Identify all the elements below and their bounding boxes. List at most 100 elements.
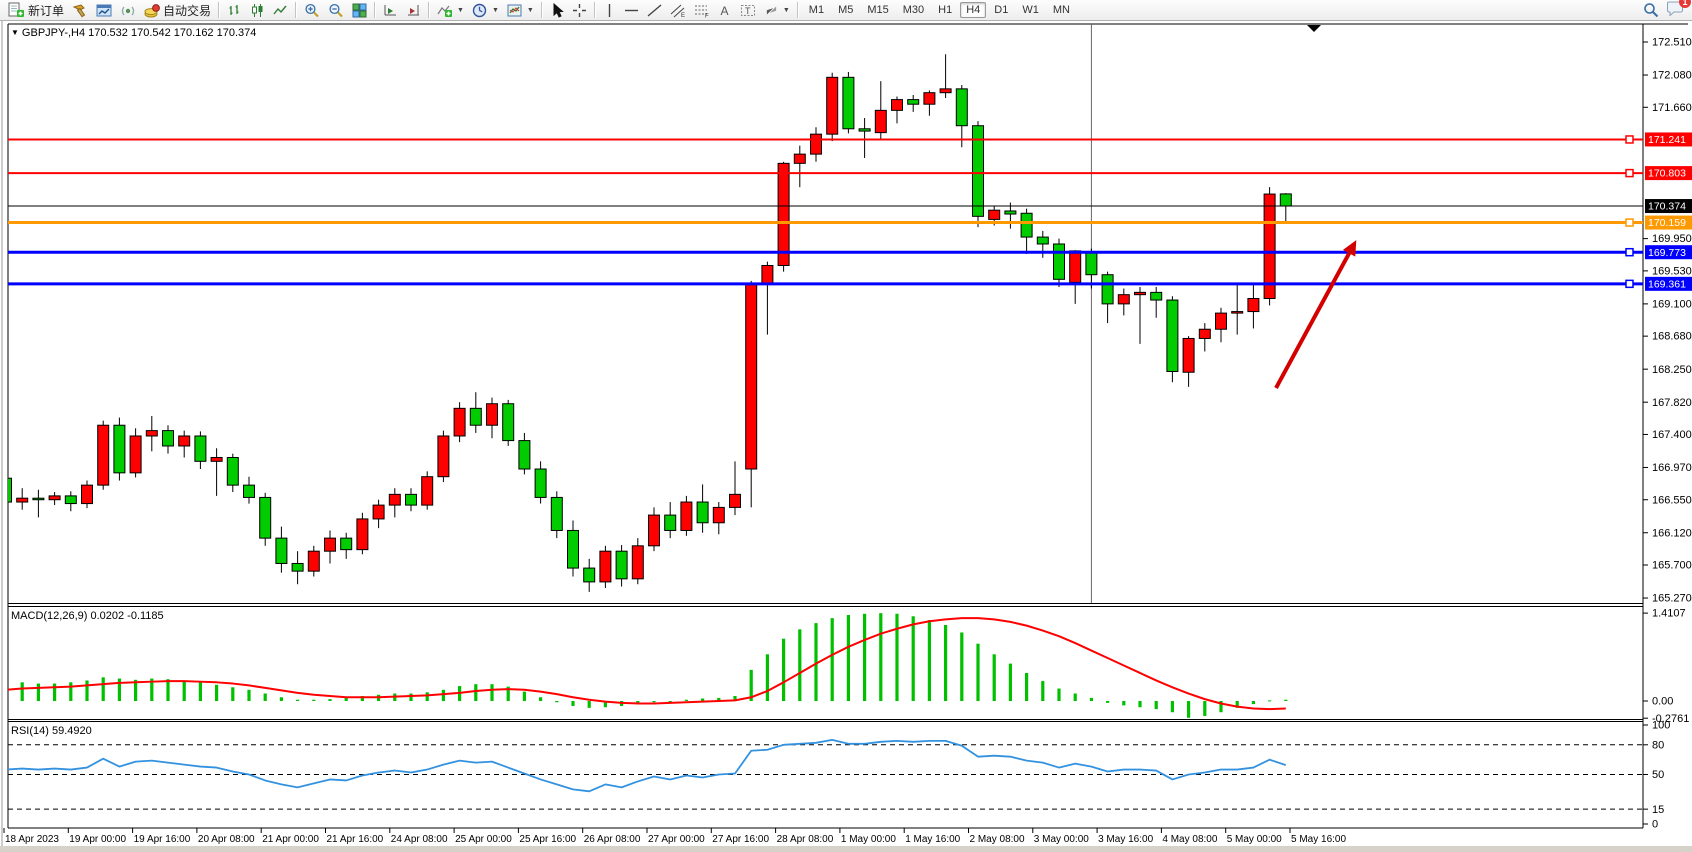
time-axis-label: 27 Apr 16:00 [712, 834, 769, 845]
line-drag-handle[interactable] [1625, 247, 1634, 257]
candle-bearish [696, 501, 709, 524]
macd-histogram-bar [328, 699, 332, 701]
timeframe-w1-button[interactable]: W1 [1022, 4, 1039, 16]
horizontal-line-button[interactable] [620, 1, 643, 20]
crosshair-button[interactable] [568, 1, 591, 20]
text-label-button[interactable]: T [736, 1, 760, 20]
trendline-button[interactable] [643, 1, 666, 20]
chevron-down-icon: ▼ [526, 6, 534, 14]
macd-histogram-bar [960, 632, 964, 701]
time-axis-label: 1 May 00:00 [841, 834, 896, 845]
fibonacci-icon: F [694, 5, 709, 18]
macd-histogram-bar [830, 618, 834, 701]
macd-histogram-bar [1170, 701, 1174, 713]
line-drag-handle[interactable] [1625, 168, 1634, 178]
window-bottom-edge [0, 846, 1692, 852]
price-axis-tick-label: 169.530 [1652, 265, 1692, 277]
text-button[interactable]: A [714, 1, 736, 20]
toolbar-separator [593, 2, 596, 18]
vertical-line-button[interactable] [599, 1, 620, 20]
timeframe-mn-button[interactable]: MN [1052, 4, 1070, 16]
timeframe-m30-button[interactable]: M30 [902, 4, 925, 16]
tile-windows-button[interactable] [348, 1, 371, 20]
periods-button[interactable]: ▼ [468, 1, 503, 20]
auto-scroll-button[interactable] [402, 1, 425, 20]
toolbar-separator [540, 2, 543, 18]
line-drag-handle[interactable] [1625, 279, 1634, 289]
templates-button[interactable]: ▼ [503, 1, 538, 20]
timeframe-m5-button[interactable]: M5 [838, 4, 854, 16]
clock-icon [472, 3, 487, 17]
hammer-icon [72, 3, 86, 17]
macd-axis-tick-label: 0.00 [1652, 696, 1673, 708]
chart-title[interactable]: ▼ GBPJPY-,H4 170.532 170.542 170.162 170.… [11, 27, 256, 39]
candle-bullish [1198, 328, 1211, 339]
indicators-button[interactable]: ▼ [433, 1, 468, 20]
timeframe-h4-button[interactable]: H4 [960, 2, 987, 18]
timeframe-m15-button[interactable]: M15 [867, 4, 889, 16]
line-drag-handle[interactable] [1625, 218, 1634, 227]
new-order-button[interactable]: 新订单 [4, 1, 68, 20]
macd-histogram-bar [312, 699, 316, 701]
timeframe-m1-button[interactable]: M1 [808, 4, 825, 16]
time-axis-label: 5 May 16:00 [1291, 834, 1346, 845]
arrows-button[interactable]: ▼ [760, 1, 794, 20]
line-drag-handle[interactable] [1625, 135, 1634, 144]
candle-bullish [745, 283, 758, 470]
trend-arrow-line[interactable] [1274, 252, 1351, 389]
auto-trading-button[interactable]: 自动交易 [140, 1, 215, 20]
line-chart-button[interactable] [269, 1, 292, 20]
auto-trading-label: 自动交易 [163, 3, 212, 18]
zoom-in-button[interactable] [300, 1, 324, 20]
notifications-button[interactable]: 1 [1667, 0, 1691, 21]
candlestick-button[interactable] [246, 1, 269, 20]
chart-window-button[interactable] [92, 1, 116, 20]
symbol-dropdown-icon[interactable]: ▼ [11, 28, 19, 37]
candle-bullish [129, 435, 142, 474]
macd-histogram-bar [1057, 688, 1061, 701]
candle-bullish [1117, 294, 1130, 305]
macd-histogram-bar [1284, 699, 1288, 701]
fibonacci-button[interactable]: F [690, 1, 714, 20]
candle-bullish [631, 545, 644, 580]
timeframe-d1-button[interactable]: D1 [994, 4, 1009, 16]
macd-histogram-bar [296, 699, 300, 701]
equidistant-channel-button[interactable]: E [666, 1, 690, 20]
chart-window-icon [96, 4, 112, 16]
macd-histogram-bar [20, 682, 24, 701]
toolbar-separator [218, 2, 221, 18]
candle-bullish [453, 407, 466, 437]
zoom-out-button[interactable] [324, 1, 348, 20]
candle-bearish [469, 407, 482, 426]
main-toolbar: 新订单 自动交易 [0, 0, 1692, 21]
macd-histogram-bar [1268, 700, 1272, 702]
bar-chart-button[interactable] [223, 1, 246, 20]
chart-shift-button[interactable] [379, 1, 402, 20]
current-price-tag [1645, 199, 1692, 214]
tools-button[interactable] [68, 1, 92, 20]
macd-histogram-bar [69, 682, 73, 701]
trend-arrow-head[interactable] [1342, 240, 1357, 257]
horizontal-line-icon [624, 9, 638, 11]
candle-bullish [793, 153, 806, 164]
price-axis-tick-label: 165.270 [1652, 593, 1692, 605]
price-axis-tick-label: 167.820 [1652, 397, 1692, 409]
candle-bullish [145, 430, 158, 437]
candle-bullish [210, 456, 223, 462]
cursor-button[interactable] [546, 1, 568, 20]
chart-shift-marker[interactable] [1307, 25, 1321, 32]
macd-histogram-bar [555, 701, 559, 703]
candle-bullish [1231, 311, 1244, 314]
line-chart-icon [273, 5, 287, 14]
macd-histogram-bar [150, 678, 154, 701]
candle-bearish [243, 484, 255, 498]
broadcast-button[interactable] [116, 1, 140, 20]
macd-histogram-bar [863, 613, 867, 701]
time-axis-label: 5 May 00:00 [1227, 834, 1282, 845]
candle-bullish [712, 506, 725, 524]
timeframe-h1-button[interactable]: H1 [938, 4, 953, 16]
macd-histogram-bar [765, 654, 769, 701]
search-icon[interactable] [1643, 2, 1659, 18]
candle-bearish [534, 468, 547, 498]
